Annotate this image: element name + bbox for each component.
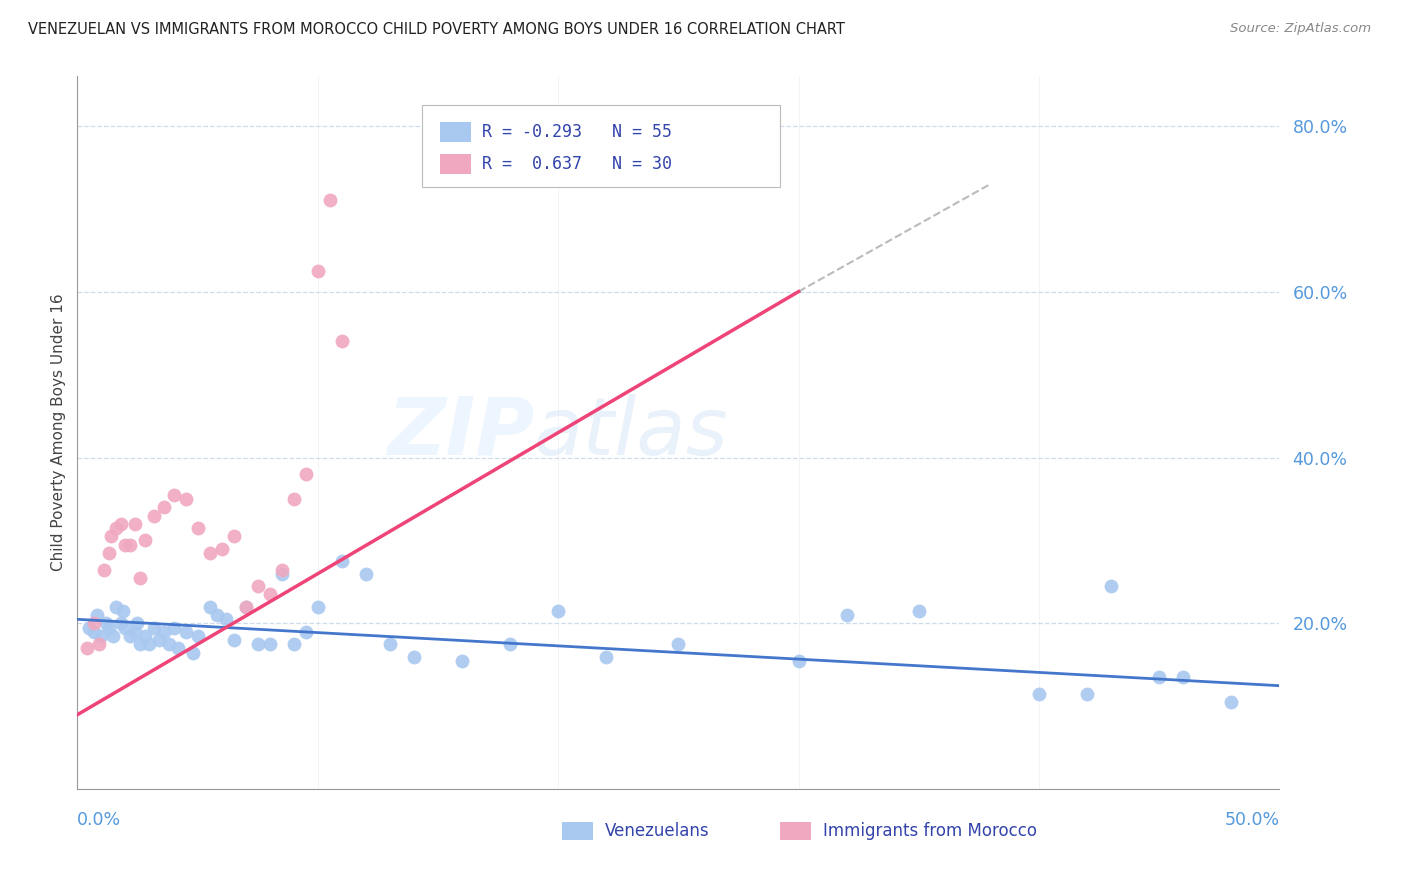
Point: [79, 621, 101, 635]
Point: [162, 488, 184, 502]
Point: [148, 633, 170, 648]
Point: [1099, 579, 1122, 593]
Text: Immigrants from Morocco: Immigrants from Morocco: [823, 822, 1036, 840]
Point: [668, 637, 690, 651]
Point: [87, 637, 110, 651]
Point: [211, 541, 233, 556]
Point: [83, 624, 105, 639]
Point: [235, 599, 257, 614]
Point: [86, 608, 108, 623]
Point: [134, 629, 156, 643]
Point: [222, 633, 245, 648]
Point: [93, 562, 115, 576]
Point: [354, 566, 377, 581]
Point: [104, 521, 127, 535]
Point: [198, 599, 221, 614]
Point: [259, 587, 281, 601]
Point: [128, 637, 150, 651]
Point: [595, 649, 617, 664]
Point: [153, 624, 176, 639]
Point: [1028, 687, 1050, 701]
Point: [138, 637, 160, 651]
Point: [451, 654, 474, 668]
Text: 0.0%: 0.0%: [77, 811, 121, 829]
Point: [143, 621, 166, 635]
Point: [246, 579, 269, 593]
Point: [157, 637, 180, 651]
Point: [181, 646, 204, 660]
Point: [143, 508, 166, 523]
Point: [1149, 670, 1171, 684]
Point: [128, 571, 150, 585]
Point: [215, 612, 238, 626]
Point: [246, 637, 269, 651]
Point: [499, 637, 522, 651]
Point: [120, 629, 142, 643]
Point: [153, 500, 176, 515]
Point: [114, 538, 136, 552]
Text: atlas: atlas: [534, 393, 728, 472]
Point: [124, 516, 146, 531]
Point: [307, 264, 329, 278]
Point: [83, 616, 105, 631]
Point: [330, 334, 353, 349]
Text: Venezuelans: Venezuelans: [605, 822, 709, 840]
Point: [378, 637, 401, 651]
Point: [174, 624, 197, 639]
Point: [1173, 670, 1195, 684]
Point: [294, 467, 316, 482]
Point: [547, 604, 569, 618]
Text: 50.0%: 50.0%: [1225, 811, 1279, 829]
Point: [110, 616, 132, 631]
Point: [259, 637, 281, 651]
Point: [270, 566, 292, 581]
Point: [307, 599, 329, 614]
Text: Source: ZipAtlas.com: Source: ZipAtlas.com: [1230, 22, 1371, 36]
Text: ZIP: ZIP: [387, 393, 534, 472]
Point: [908, 604, 931, 618]
Point: [198, 546, 221, 560]
Point: [111, 604, 134, 618]
Point: [120, 538, 142, 552]
Point: [174, 491, 197, 506]
Point: [127, 616, 149, 631]
Text: VENEZUELAN VS IMMIGRANTS FROM MOROCCO CHILD POVERTY AMONG BOYS UNDER 16 CORRELAT: VENEZUELAN VS IMMIGRANTS FROM MOROCCO CH…: [28, 22, 845, 37]
Point: [402, 649, 425, 664]
Point: [294, 624, 316, 639]
Point: [162, 621, 184, 635]
Point: [1076, 687, 1098, 701]
Point: [330, 554, 353, 568]
Point: [96, 616, 118, 631]
Point: [124, 624, 146, 639]
Point: [186, 629, 209, 643]
Point: [90, 629, 112, 643]
Point: [134, 533, 156, 548]
Point: [97, 546, 120, 560]
Point: [205, 608, 228, 623]
Point: [76, 641, 98, 656]
Point: [104, 599, 127, 614]
Point: [186, 521, 209, 535]
Point: [114, 621, 136, 635]
Point: [319, 194, 342, 208]
Point: [283, 637, 305, 651]
Text: R = -0.293   N = 55: R = -0.293 N = 55: [482, 123, 672, 141]
Point: [235, 599, 257, 614]
Point: [270, 562, 292, 576]
Point: [100, 529, 122, 543]
Point: [283, 491, 305, 506]
Point: [787, 654, 810, 668]
Point: [97, 621, 120, 635]
Point: [1220, 695, 1243, 709]
Point: [835, 608, 858, 623]
Y-axis label: Child Poverty Among Boys Under 16: Child Poverty Among Boys Under 16: [51, 293, 66, 572]
Text: R =  0.637   N = 30: R = 0.637 N = 30: [482, 155, 672, 173]
Point: [103, 629, 125, 643]
Point: [167, 641, 190, 656]
Point: [110, 516, 132, 531]
Point: [222, 529, 245, 543]
